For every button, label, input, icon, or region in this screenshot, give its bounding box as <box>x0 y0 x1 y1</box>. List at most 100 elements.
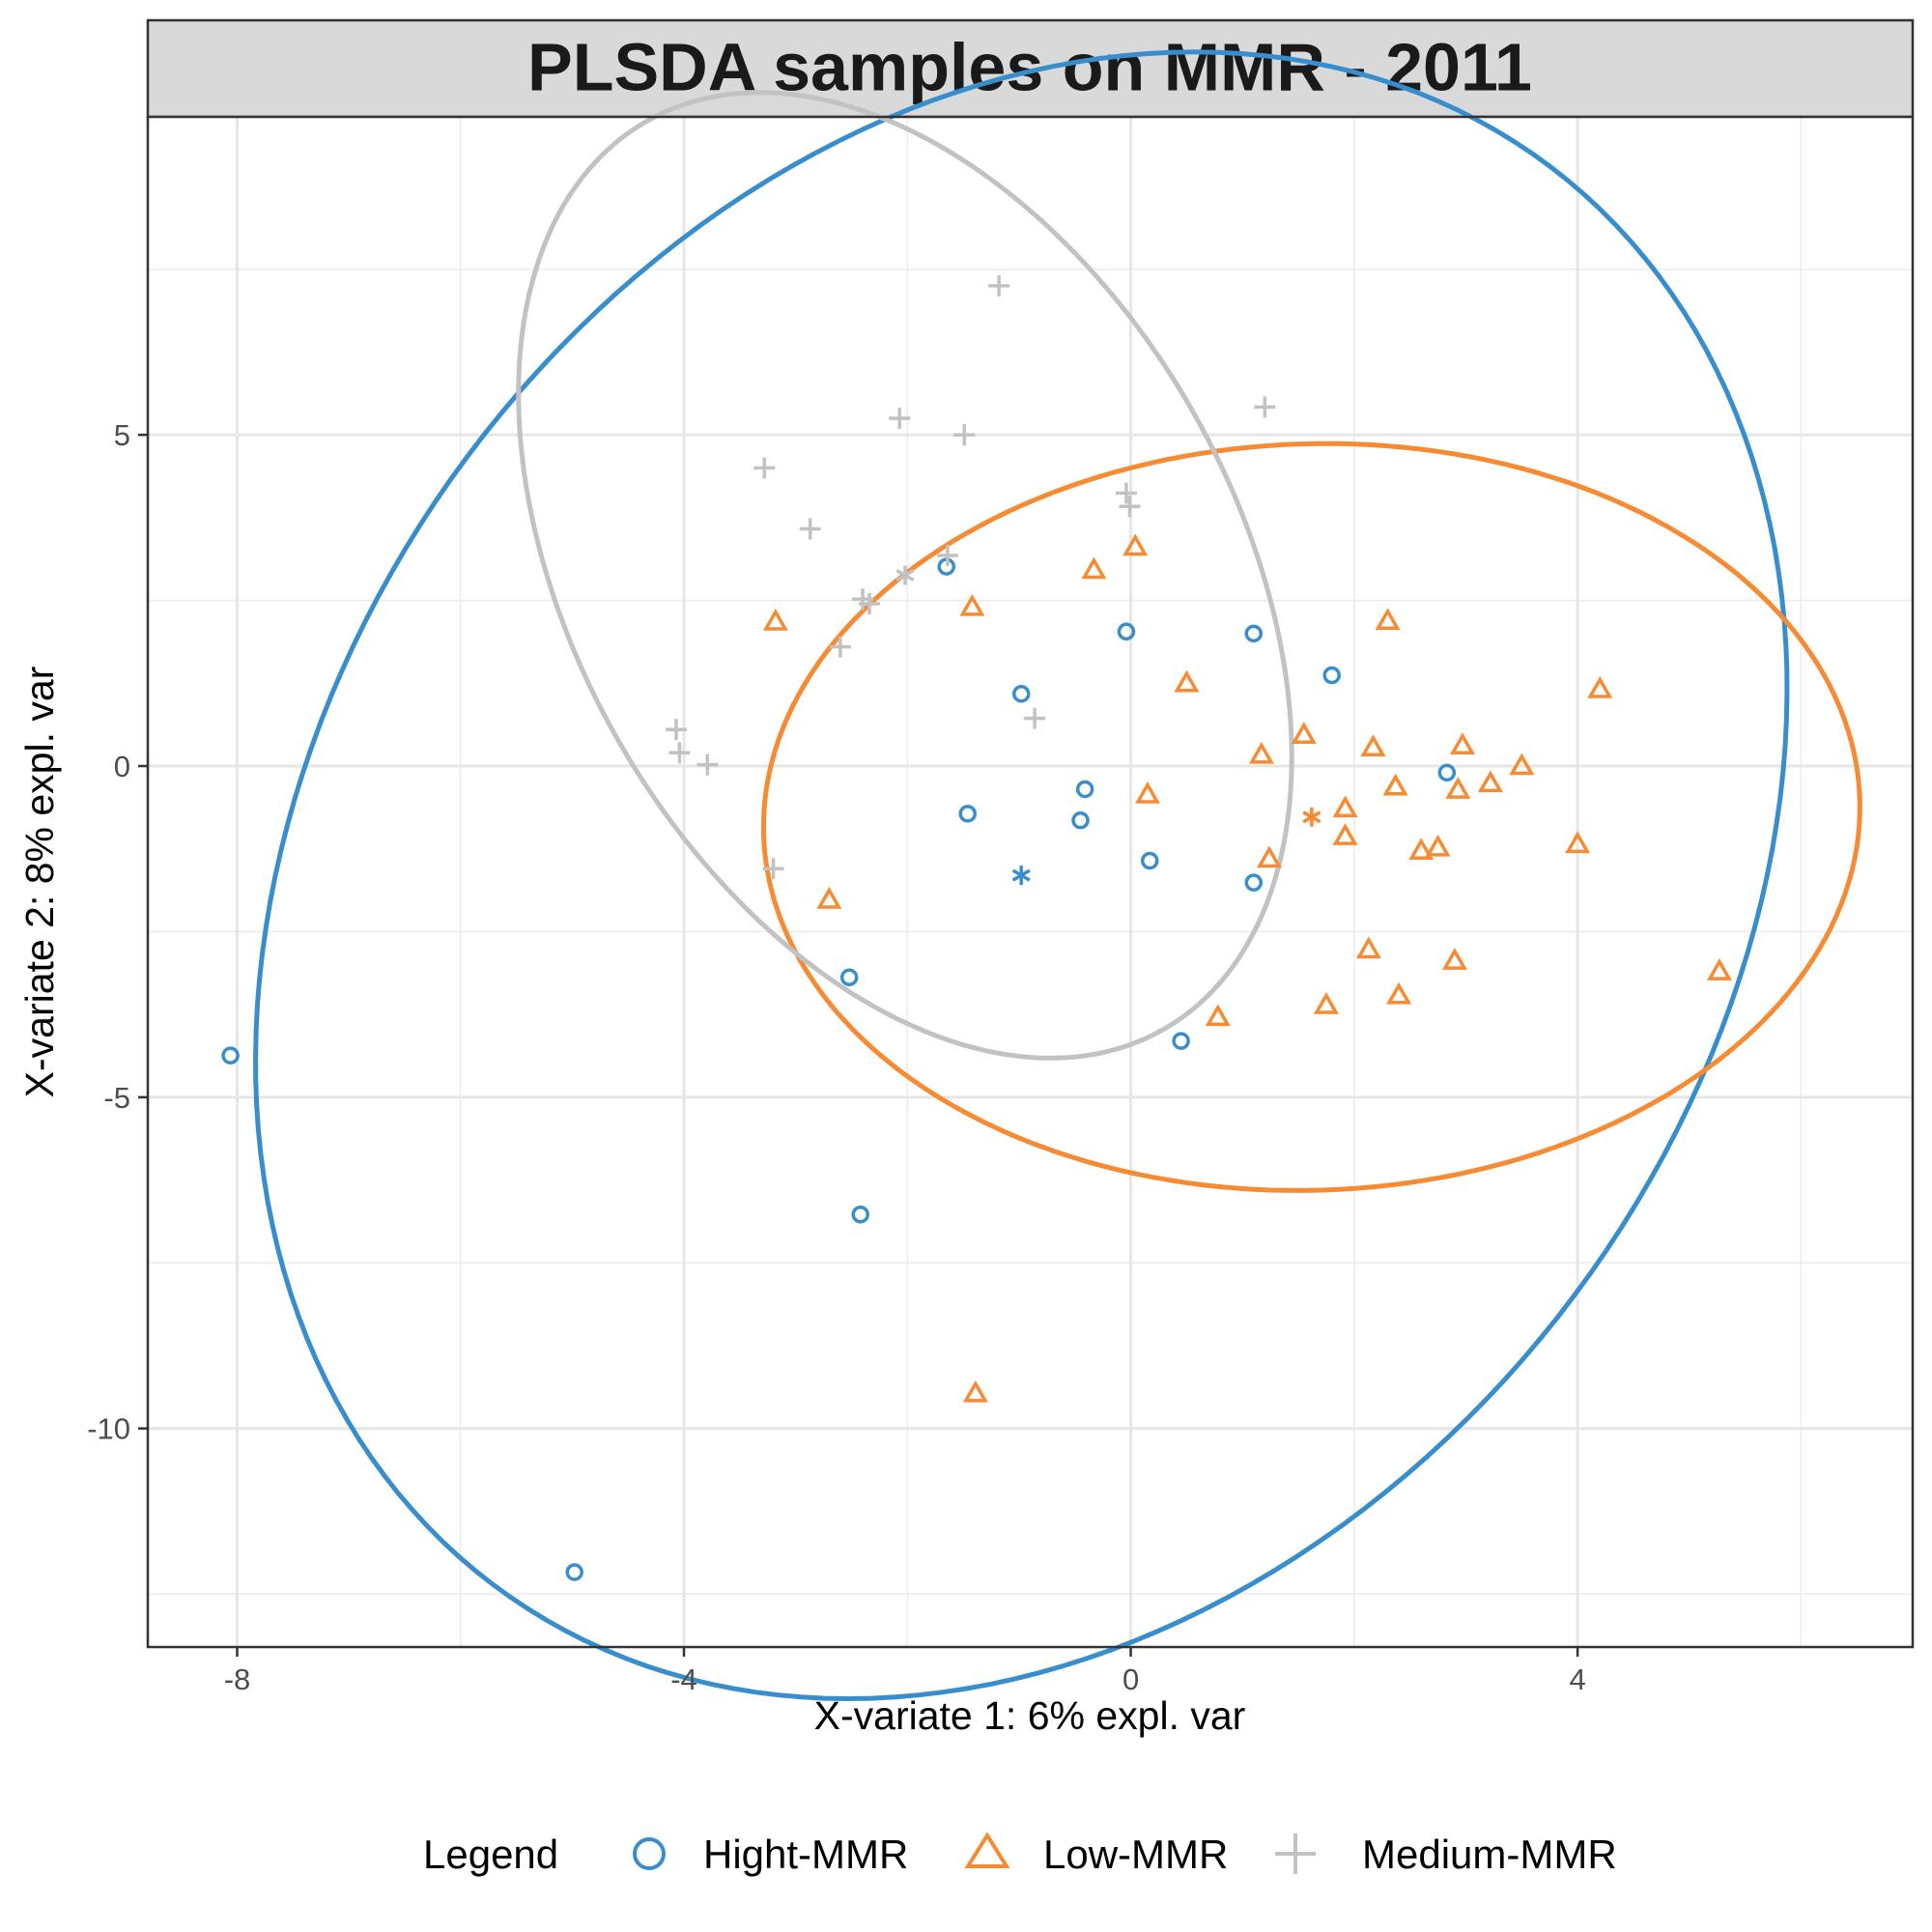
x-axis-ticks: -8 -4 0 4 <box>224 1647 1586 1696</box>
point-low-mmr <box>1425 834 1451 857</box>
point-low-mmr <box>1706 958 1732 980</box>
point-medium-mmr <box>829 636 851 658</box>
y-axis-ticks: 5 0 -5 -10 <box>87 418 148 1446</box>
y-tick-label: -10 <box>87 1412 130 1446</box>
legend-item-medium-mmr: Medium-MMR <box>1275 1832 1617 1877</box>
point-low-mmr <box>1382 773 1408 796</box>
point-low-mmr <box>762 608 788 631</box>
legend-title: Legend <box>423 1832 558 1877</box>
legend-label-hight-mmr: Hight-MMR <box>703 1832 908 1877</box>
legend-plus-icon <box>1275 1833 1316 1874</box>
point-medium-mmr <box>762 858 784 880</box>
point-low-mmr <box>962 1379 988 1403</box>
ellipse-medium-mmr <box>516 90 1294 1061</box>
point-hight-mmr <box>1011 685 1031 703</box>
point-medium-mmr <box>753 457 776 479</box>
point-low-mmr <box>1291 722 1317 745</box>
point-hight-mmr <box>1244 873 1264 892</box>
point-low-mmr <box>1256 845 1282 868</box>
y-tick-label: 0 <box>114 750 130 783</box>
point-low-mmr <box>1313 992 1339 1014</box>
point-hight-mmr <box>1140 851 1159 870</box>
point-medium-mmr <box>988 274 1010 297</box>
point-hight-mmr <box>1244 624 1264 643</box>
point-low-mmr <box>1386 981 1412 1005</box>
point-low-mmr <box>1081 556 1107 580</box>
point-low-mmr <box>1248 741 1274 764</box>
y-axis-title: X-variate 2: 8% expl. var <box>17 667 62 1098</box>
chart-title: PLSDA samples on MMR - 2011 <box>527 29 1532 104</box>
y-tick-label: -5 <box>103 1081 130 1115</box>
point-medium-mmr <box>668 742 691 764</box>
point-hight-mmr <box>1075 780 1094 799</box>
point-medium-mmr <box>665 719 687 741</box>
point-low-mmr <box>1205 1004 1231 1027</box>
legend-item-hight-mmr: Hight-MMR <box>633 1832 908 1877</box>
legend-circle-icon <box>633 1837 666 1870</box>
x-tick-label: 4 <box>1569 1662 1585 1696</box>
legend-triangle-icon <box>964 1832 1010 1868</box>
point-medium-mmr <box>696 753 719 776</box>
point-medium-mmr <box>1119 496 1141 518</box>
point-low-mmr <box>1174 669 1200 693</box>
point-low-mmr <box>1122 533 1149 556</box>
point-low-mmr <box>1360 734 1386 757</box>
point-low-mmr <box>1449 732 1476 754</box>
point-low-mmr <box>1441 948 1467 970</box>
centroid-medium-mmr <box>895 565 915 585</box>
point-hight-mmr <box>958 805 977 823</box>
point-hight-mmr <box>1437 763 1457 782</box>
point-hight-mmr <box>1172 1032 1190 1050</box>
sample-points <box>221 274 1732 1581</box>
point-medium-mmr <box>799 518 821 540</box>
point-low-mmr <box>1565 831 1591 854</box>
point-hight-mmr <box>851 1205 869 1224</box>
point-low-mmr <box>1587 675 1613 698</box>
title-strip <box>146 18 1915 119</box>
point-low-mmr <box>959 593 985 616</box>
point-low-mmr <box>1477 770 1503 793</box>
point-low-mmr <box>1332 823 1358 845</box>
x-tick-label: -8 <box>224 1662 251 1696</box>
plot-panel <box>148 117 1913 1647</box>
point-hight-mmr <box>1117 622 1136 641</box>
point-low-mmr <box>1445 777 1471 799</box>
point-hight-mmr <box>221 1046 240 1065</box>
confidence-ellipses <box>253 49 1862 1702</box>
point-low-mmr <box>1134 781 1160 804</box>
point-low-mmr <box>1355 936 1381 959</box>
point-low-mmr <box>1509 753 1535 776</box>
centroid-hight-mmr <box>1011 866 1031 886</box>
minor-gridlines <box>148 117 1913 1647</box>
legend-label-low-mmr: Low-MMR <box>1043 1832 1228 1877</box>
x-tick-label: -4 <box>670 1662 697 1696</box>
point-low-mmr <box>1332 795 1358 818</box>
point-low-mmr <box>1408 838 1435 861</box>
point-medium-mmr <box>953 424 976 446</box>
group-centroids <box>895 565 1321 886</box>
ellipse-low-mmr <box>761 440 1862 1193</box>
point-medium-mmr <box>889 408 911 429</box>
plot-border <box>146 115 1915 1649</box>
point-medium-mmr <box>1024 707 1046 729</box>
point-medium-mmr <box>936 544 958 566</box>
point-medium-mmr <box>858 593 880 614</box>
centroid-low-mmr <box>1302 807 1321 827</box>
x-tick-label: 0 <box>1122 1662 1139 1696</box>
point-medium-mmr <box>1115 482 1137 504</box>
y-tick-label: 5 <box>114 418 130 452</box>
point-hight-mmr <box>839 968 859 986</box>
legend: Legend Hight-MMR Low-MMR Medium-MMR <box>423 1832 1617 1877</box>
legend-label-medium-mmr: Medium-MMR <box>1362 1832 1617 1877</box>
point-hight-mmr <box>565 1563 583 1581</box>
point-hight-mmr <box>1322 666 1341 685</box>
point-medium-mmr <box>1254 396 1276 418</box>
legend-item-low-mmr: Low-MMR <box>964 1832 1228 1877</box>
point-low-mmr <box>816 886 842 909</box>
point-hight-mmr <box>1071 810 1090 830</box>
x-axis-title: X-variate 1: 6% expl. var <box>814 1693 1246 1738</box>
major-gridlines <box>148 117 1913 1647</box>
ellipse-hight-mmr <box>253 49 1790 1702</box>
point-low-mmr <box>1375 608 1401 631</box>
